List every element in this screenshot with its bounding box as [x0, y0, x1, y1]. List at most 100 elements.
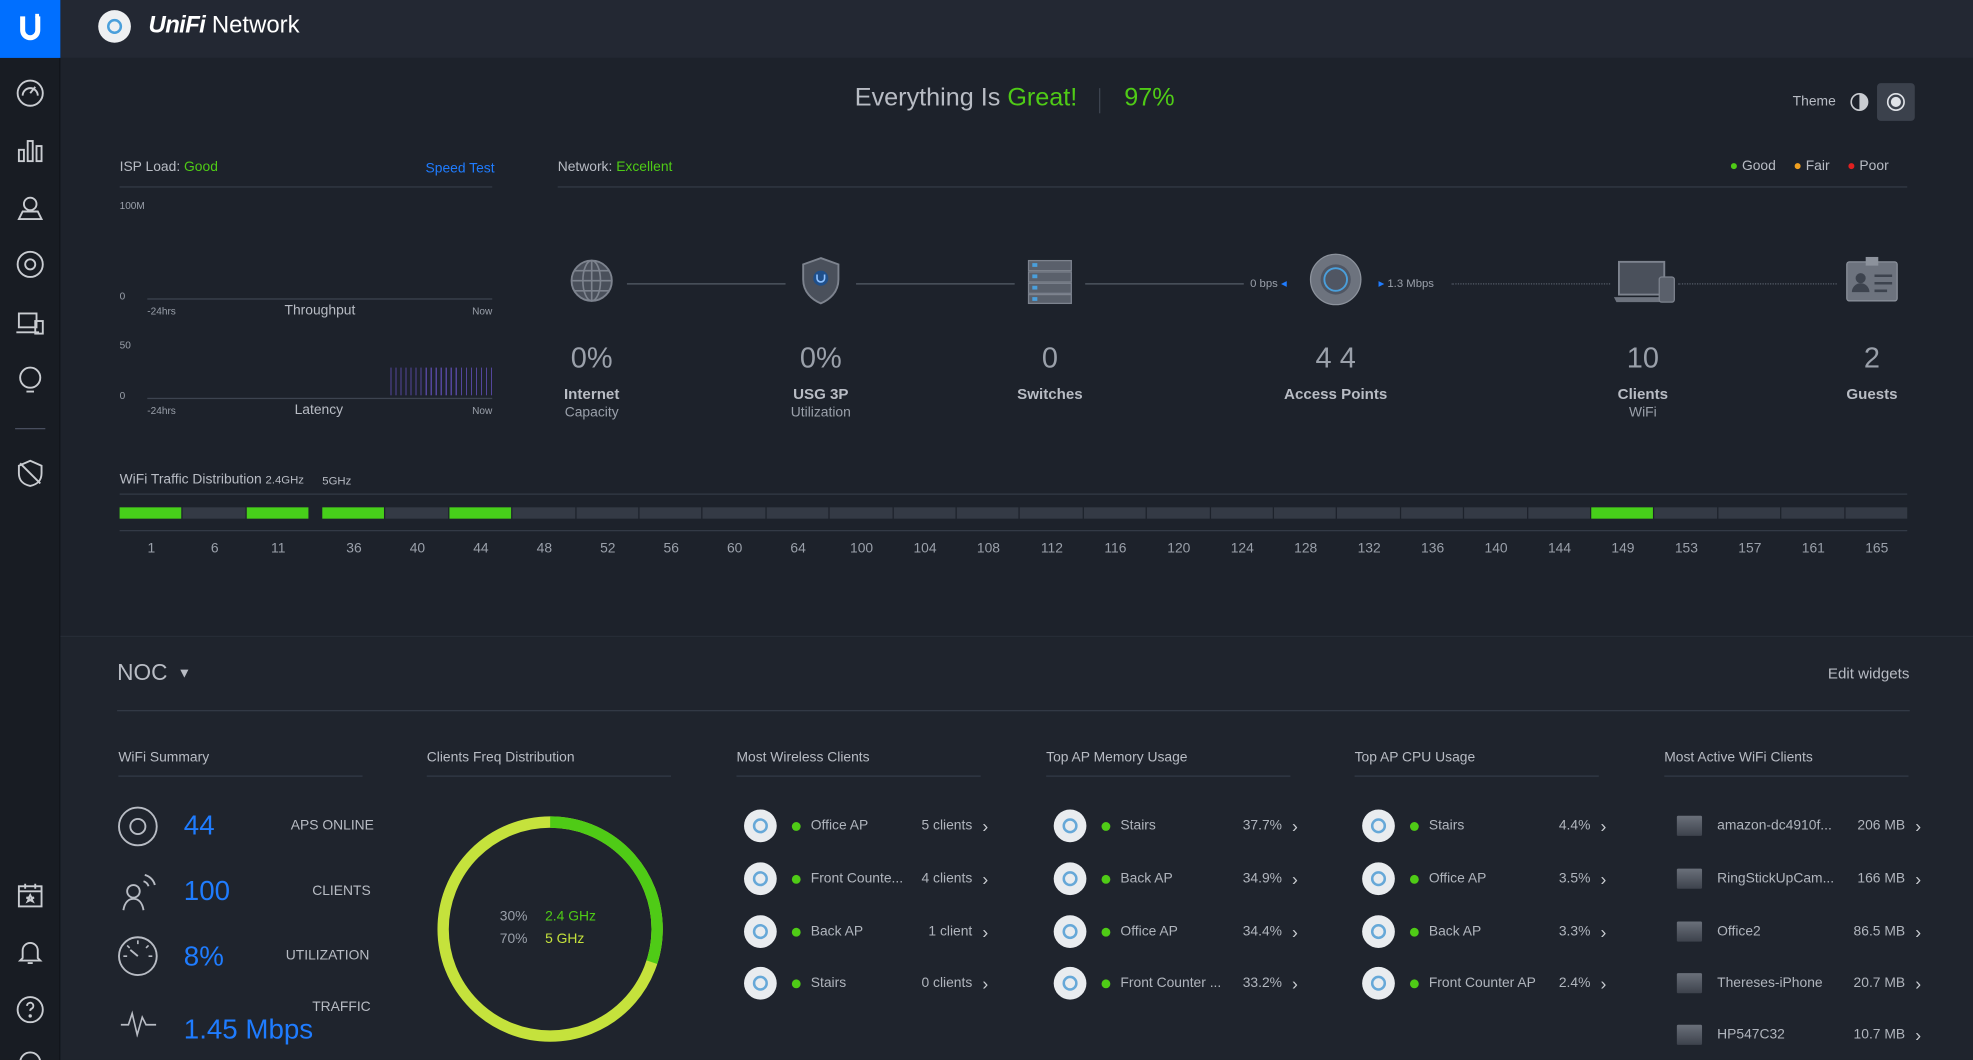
- item-value: 86.5 MB: [1853, 924, 1906, 940]
- list-item[interactable]: Front Counte... 4 clients ›: [744, 861, 988, 896]
- list-item[interactable]: Stairs 4.4% ›: [1362, 808, 1606, 843]
- access-point-icon: [1053, 915, 1087, 948]
- list-item[interactable]: Stairs 37.7% ›: [1053, 808, 1298, 843]
- chevron-right-icon[interactable]: ›: [1915, 973, 1922, 994]
- theme-contrast-icon[interactable]: [1849, 92, 1869, 112]
- chevron-right-icon[interactable]: ›: [1600, 815, 1607, 836]
- item-name: HP547C32: [1717, 1027, 1785, 1043]
- channel-bar-161: [1781, 507, 1844, 519]
- theme-label: Theme: [1792, 94, 1836, 110]
- throughput-end-label: Now: [472, 305, 493, 318]
- top-bar: [60, 0, 1973, 58]
- traffic-label: TRAFFIC: [312, 999, 371, 1015]
- status-online-dot: [791, 821, 801, 831]
- edit-widgets-button[interactable]: Edit widgets: [1827, 664, 1910, 683]
- chevron-right-icon[interactable]: ›: [1915, 868, 1922, 889]
- chevron-right-icon[interactable]: ›: [1600, 973, 1607, 994]
- speed-test-link[interactable]: Speed Test: [425, 161, 495, 177]
- item-name: Office AP: [1428, 871, 1487, 887]
- usg-label: USG 3P: [793, 385, 849, 403]
- chevron-right-icon[interactable]: ›: [1915, 921, 1922, 942]
- settings-gear-icon[interactable]: [13, 1045, 48, 1060]
- access-point-icon: [744, 915, 777, 948]
- chevron-right-icon[interactable]: ›: [1600, 921, 1607, 942]
- list-item[interactable]: Front Counter ... 33.2% ›: [1053, 966, 1298, 1001]
- access-points-value: 4 4: [1315, 341, 1356, 374]
- chevron-right-icon[interactable]: ›: [1292, 973, 1298, 994]
- list-item[interactable]: Office2 86.5 MB ›: [1676, 914, 1922, 949]
- item-value: 34.9%: [1242, 871, 1282, 887]
- mem-usage-title: Top AP Memory Usage: [1046, 750, 1188, 766]
- channel-bar-11: [246, 507, 309, 519]
- network-divider: [557, 186, 1908, 188]
- latency-zero-label: 0: [119, 390, 126, 402]
- link-internet-usg: [626, 283, 786, 285]
- client-device-icon: [1676, 815, 1703, 836]
- site-icon[interactable]: [98, 10, 131, 43]
- wifi-dist-axis: [119, 529, 1908, 532]
- utilization-label: UTILIZATION: [285, 947, 370, 964]
- switch-icon[interactable]: [1027, 259, 1072, 311]
- list-item[interactable]: Front Counter AP 2.4% ›: [1362, 966, 1606, 1001]
- globe-icon[interactable]: [569, 258, 614, 310]
- statistics-icon[interactable]: [13, 132, 48, 167]
- legend-good: ● Good: [1729, 158, 1776, 174]
- list-item[interactable]: Office AP 34.4% ›: [1053, 914, 1298, 949]
- list-item[interactable]: Office AP 3.5% ›: [1362, 861, 1606, 896]
- threat-management-icon[interactable]: [13, 456, 48, 491]
- chevron-right-icon[interactable]: ›: [1915, 815, 1922, 836]
- ubiquiti-logo-icon[interactable]: [0, 0, 61, 58]
- channel-label: 1: [147, 541, 156, 557]
- list-item[interactable]: Thereses-iPhone 20.7 MB ›: [1676, 966, 1922, 1001]
- list-item[interactable]: Office AP 5 clients ›: [744, 808, 988, 843]
- list-item[interactable]: RingStickUpCam... 166 MB ›: [1676, 861, 1922, 896]
- gateway-shield-icon[interactable]: [801, 257, 841, 311]
- insights-icon[interactable]: [13, 363, 48, 398]
- item-value: 4.4%: [1558, 818, 1591, 834]
- list-item[interactable]: Back AP 3.3% ›: [1362, 914, 1606, 949]
- wifi-dist-header: WiFi Traffic Distribution 2.4GHz: [119, 472, 304, 488]
- wifi-summary-title: WiFi Summary: [118, 750, 210, 766]
- channel-label: 40: [409, 541, 426, 557]
- chevron-right-icon[interactable]: ›: [982, 921, 989, 942]
- devices-icon[interactable]: [13, 247, 48, 282]
- list-item[interactable]: Back AP 34.9% ›: [1053, 861, 1298, 896]
- map-icon[interactable]: [13, 190, 48, 225]
- channel-label: 112: [1040, 541, 1063, 557]
- guest-badge-icon[interactable]: [1846, 256, 1899, 309]
- laptop-icon[interactable]: [1613, 259, 1677, 311]
- chevron-right-icon[interactable]: ›: [982, 973, 989, 994]
- theme-dark-button[interactable]: [1877, 83, 1915, 121]
- alerts-bell-icon[interactable]: [13, 934, 48, 969]
- link-usg-switch: [856, 283, 1015, 285]
- gauge-icon: [117, 935, 159, 983]
- channel-bar-1: [119, 507, 182, 519]
- channel-bar-6: [183, 507, 246, 519]
- clients-icon[interactable]: [13, 306, 48, 341]
- client-device-icon: [1676, 868, 1703, 889]
- chevron-right-icon[interactable]: ›: [1915, 1024, 1922, 1045]
- access-point-icon[interactable]: [1309, 253, 1362, 312]
- events-calendar-icon[interactable]: [13, 877, 48, 912]
- help-icon[interactable]: [13, 992, 48, 1027]
- channel-bar-132: [1337, 507, 1400, 519]
- chevron-right-icon[interactable]: ›: [1600, 868, 1607, 889]
- list-item[interactable]: Back AP 1 client ›: [744, 914, 988, 949]
- clients-label: Clients: [1617, 385, 1669, 403]
- dashboard-icon[interactable]: [13, 76, 48, 111]
- chevron-right-icon[interactable]: ›: [1292, 868, 1298, 889]
- noc-dropdown[interactable]: NOC ▼: [117, 659, 192, 685]
- chevron-right-icon[interactable]: ›: [1292, 921, 1298, 942]
- item-name: Thereses-iPhone: [1717, 975, 1823, 991]
- chevron-right-icon[interactable]: ›: [982, 815, 989, 836]
- item-name: Stairs: [1428, 818, 1465, 834]
- chevron-right-icon[interactable]: ›: [1292, 815, 1298, 836]
- item-name: Office AP: [1120, 924, 1178, 940]
- client-signal-icon: [120, 871, 158, 918]
- list-item[interactable]: Stairs 0 clients ›: [744, 966, 988, 1001]
- list-item[interactable]: HP547C32 10.7 MB ›: [1676, 1017, 1922, 1052]
- list-item[interactable]: amazon-dc4910f... 206 MB ›: [1676, 808, 1922, 843]
- channel-bar-140: [1464, 507, 1527, 519]
- chevron-right-icon[interactable]: ›: [982, 868, 989, 889]
- freq-dist-title: Clients Freq Distribution: [426, 750, 575, 766]
